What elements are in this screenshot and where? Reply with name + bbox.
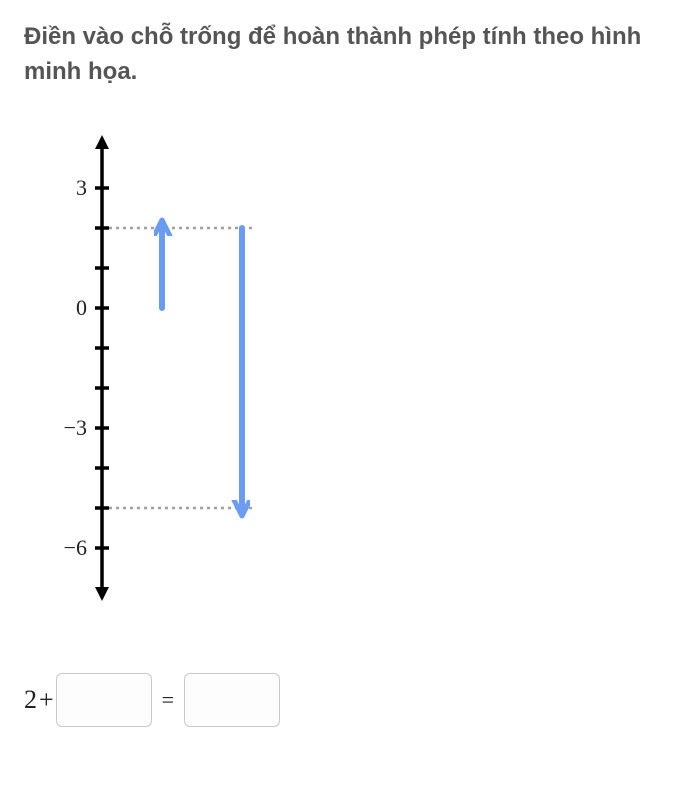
plus-sign: +	[39, 685, 54, 715]
lhs-constant: 2	[24, 685, 37, 715]
blank-2-input[interactable]	[184, 673, 280, 727]
numberline-svg: 3 0 −3 −6	[52, 128, 312, 608]
equation-row: 2 + =	[24, 673, 672, 727]
blank-1-input[interactable]	[56, 673, 152, 727]
tick-label: −6	[64, 535, 87, 560]
numberline-chart: 3 0 −3 −6	[52, 128, 672, 613]
tick-label: −3	[64, 415, 87, 440]
tick-label: 0	[76, 295, 87, 320]
tick-label: 3	[76, 175, 87, 200]
prompt-text: Điền vào chỗ trống để hoàn thành phép tí…	[24, 20, 672, 90]
equals-sign: =	[162, 687, 174, 713]
